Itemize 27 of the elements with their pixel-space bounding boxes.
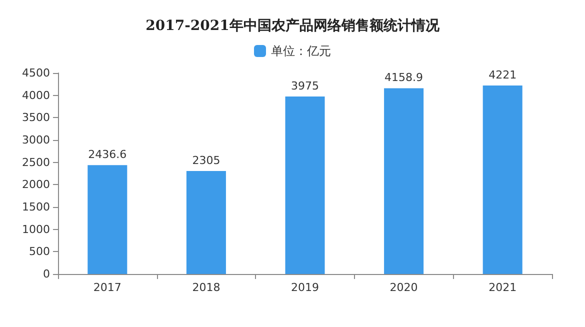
data-label: 2436.6: [88, 148, 127, 162]
bar: [88, 165, 128, 274]
x-tick-label: 2017: [93, 281, 122, 294]
bar: [186, 171, 226, 274]
y-tick-label: 1500: [22, 200, 50, 214]
y-tick-label: 1000: [22, 222, 50, 236]
bar: [482, 85, 522, 274]
y-tick-label: 0: [43, 268, 50, 280]
bar: [285, 96, 325, 274]
x-tick-label: 2019: [291, 281, 319, 294]
y-tick-label: 500: [29, 245, 50, 258]
data-label: 3975: [291, 79, 319, 92]
data-label: 4158.9: [384, 71, 424, 84]
bar: [384, 88, 424, 274]
x-tick-label: 2020: [390, 281, 418, 294]
y-tick-label: 4000: [22, 88, 50, 102]
y-tick-label: 3000: [22, 134, 50, 146]
data-label: 4221: [488, 68, 517, 82]
x-tick-label: 2018: [192, 281, 220, 294]
data-label: 2305: [192, 154, 220, 168]
y-tick-label: 3500: [22, 111, 50, 124]
y-tick-label: 4500: [22, 66, 50, 80]
y-tick-label: 2500: [22, 156, 50, 169]
x-tick-label: 2021: [488, 281, 517, 294]
legend-label: 单位：亿元: [271, 44, 331, 58]
y-tick-label: 2000: [22, 178, 50, 192]
chart-title: 2017-2021年中国农产品网络销售额统计情况: [146, 17, 440, 34]
